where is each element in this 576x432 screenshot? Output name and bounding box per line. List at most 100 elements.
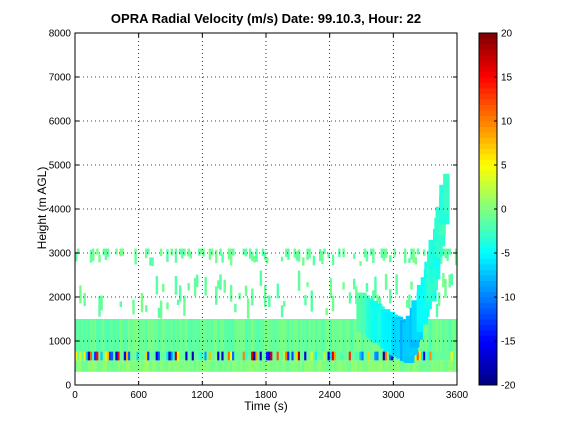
colorbar-swatch	[479, 330, 497, 336]
colorbar-tick-label: -10	[501, 293, 516, 304]
heatmap-cell	[227, 360, 231, 372]
heatmap-cell	[416, 351, 420, 361]
heatmap-cell	[291, 360, 294, 372]
heatmap-cell	[435, 303, 439, 318]
heatmap-cell	[246, 298, 250, 319]
heatmap-cell	[102, 319, 106, 352]
heatmap-cell	[221, 319, 224, 352]
heatmap-cell	[100, 295, 103, 311]
heatmap-cell	[308, 351, 311, 361]
heatmap-cell	[454, 360, 458, 372]
heatmap-cell	[200, 319, 203, 352]
heatmap-cell	[329, 278, 333, 298]
heatmap-cell	[83, 351, 86, 361]
heatmap-cell	[219, 274, 222, 290]
heatmap-cell	[389, 289, 392, 304]
colorbar-swatch	[479, 71, 497, 78]
heatmap-cell	[232, 351, 235, 361]
x-tick-label: 3000	[382, 390, 405, 401]
heatmap-cell	[412, 248, 415, 263]
heatmap-cell	[128, 351, 131, 361]
heatmap-cell	[215, 351, 218, 361]
heatmap-cell	[327, 360, 330, 372]
heatmap-cell	[221, 351, 224, 361]
heatmap-cell	[272, 351, 275, 361]
heatmap-cell	[157, 351, 161, 361]
heatmap-cell	[255, 319, 258, 352]
heatmap-cell	[333, 319, 337, 352]
y-tick-label: 5000	[49, 161, 72, 172]
heatmap-cell	[178, 248, 182, 255]
heatmap-cell	[325, 308, 328, 316]
heatmap-cell	[261, 248, 265, 256]
heatmap-cell	[147, 248, 150, 255]
heatmap-cell	[323, 360, 326, 372]
colorbar-swatch	[479, 99, 497, 105]
heatmap-cell	[393, 360, 396, 372]
heatmap-cell	[369, 351, 373, 361]
heatmap-cell	[96, 360, 99, 372]
heatmap-cell	[414, 360, 417, 372]
heatmap-cell	[85, 360, 89, 372]
heatmap-cell	[234, 360, 237, 372]
heatmap-cell	[287, 351, 290, 361]
heatmap-cell	[208, 319, 212, 352]
heatmap-cell	[450, 360, 454, 372]
heatmap-cell	[355, 319, 358, 352]
heatmap-cell	[145, 351, 148, 361]
heatmap-cell	[187, 351, 190, 361]
heatmap-cell	[153, 351, 156, 361]
heatmap-cell	[321, 360, 324, 372]
heatmap-cell	[408, 360, 411, 372]
heatmap-cell	[79, 360, 82, 372]
heatmap-cell	[219, 351, 222, 361]
heatmap-cell	[134, 319, 137, 352]
heatmap-cell	[240, 319, 243, 352]
heatmap-cell	[215, 249, 218, 264]
heatmap-cell	[236, 351, 239, 361]
heatmap-cell	[329, 360, 333, 372]
heatmap-cell	[314, 360, 318, 372]
heatmap-cell	[159, 300, 163, 319]
heatmap-cell	[374, 351, 377, 361]
heatmap-cell	[285, 351, 288, 361]
heatmap-cell	[100, 360, 103, 372]
heatmap-cell	[244, 360, 248, 372]
heatmap-cell	[121, 248, 125, 256]
heatmap-cell	[142, 360, 146, 372]
heatmap-cell	[229, 248, 233, 266]
heatmap-cell	[234, 319, 237, 352]
heatmap-cell	[282, 301, 286, 307]
heatmap-cell	[321, 351, 324, 361]
heatmap-cell	[342, 282, 345, 290]
heatmap-cell	[119, 351, 122, 361]
heatmap-cell	[151, 351, 154, 361]
heatmap-cell	[448, 360, 451, 372]
heatmap-cell	[253, 360, 256, 372]
heatmap-cell	[221, 253, 224, 263]
heatmap-cell	[168, 319, 171, 352]
heatmap-cell	[384, 273, 388, 290]
heatmap-cell	[310, 351, 313, 361]
heatmap-cell	[89, 319, 93, 352]
heatmap-cell	[287, 248, 290, 260]
y-tick-label: 8000	[49, 29, 72, 40]
heatmap-cell	[444, 360, 447, 372]
heatmap-cell	[442, 319, 445, 352]
heatmap-cell	[225, 319, 229, 352]
heatmap-cell	[304, 351, 307, 361]
heatmap-cell	[198, 351, 201, 361]
heatmap-cell	[174, 319, 178, 352]
heatmap-cell	[425, 351, 428, 361]
heatmap-cell	[323, 351, 326, 361]
colorbar-swatch	[479, 176, 497, 182]
heatmap-cell	[384, 248, 388, 258]
colorbar-swatch	[479, 225, 497, 232]
heatmap-cell	[312, 255, 316, 266]
heatmap-cell	[113, 351, 116, 361]
heatmap-cell	[210, 360, 214, 372]
y-tick-label: 3000	[49, 249, 72, 260]
heatmap-cell	[253, 319, 256, 352]
heatmap-cell	[106, 319, 110, 352]
heatmap-cell	[108, 351, 112, 361]
